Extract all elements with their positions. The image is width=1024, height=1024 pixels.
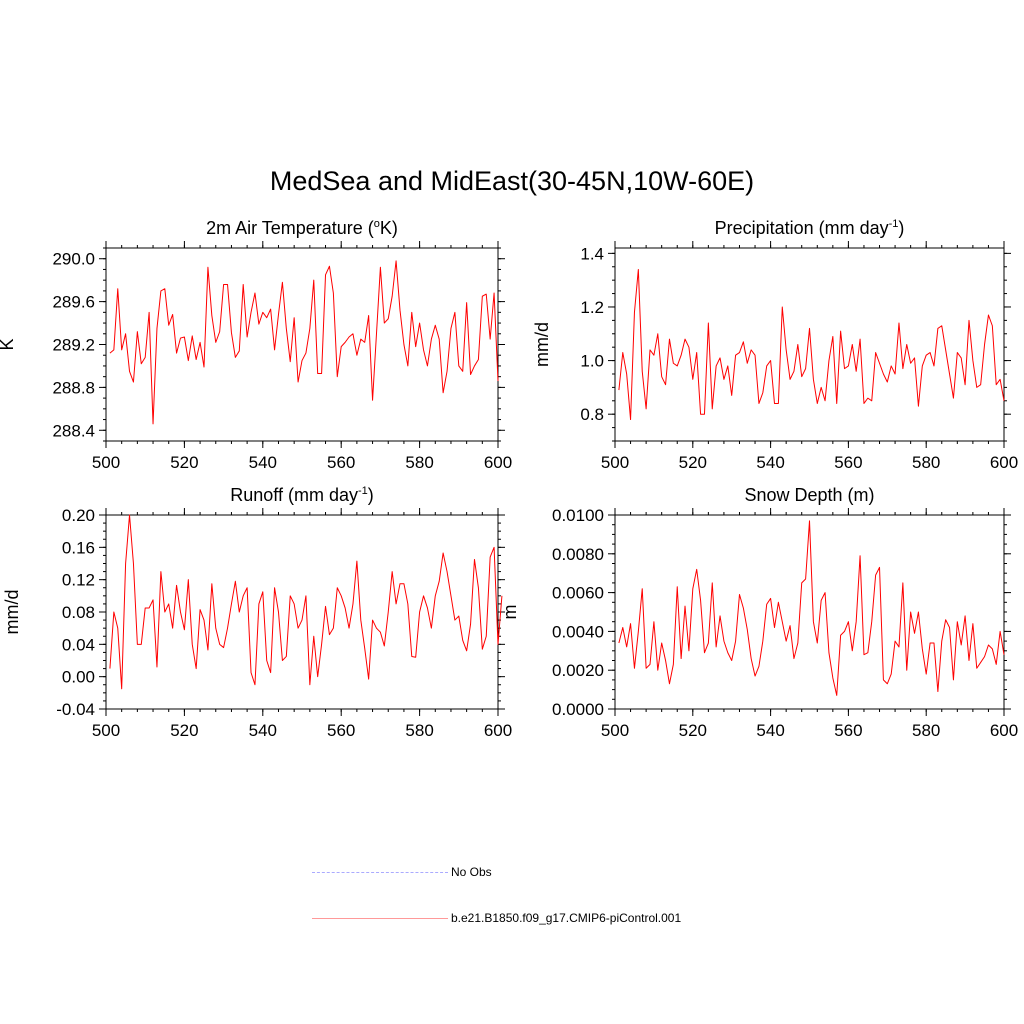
x-tick-label: 580	[405, 721, 433, 740]
panel-title: Snow Depth (m)	[744, 485, 874, 505]
x-tick-label: 520	[170, 453, 198, 472]
x-tick-label: 560	[327, 453, 355, 472]
x-tick-label: 520	[679, 453, 707, 472]
panel-title: Runoff (mm day-1)	[230, 485, 374, 505]
legend-entry-obs: No Obs	[312, 863, 732, 883]
y-axis-label: m	[500, 605, 520, 620]
panel-title: 2m Air Temperature (oK)	[206, 218, 398, 238]
y-tick-label: 1.0	[580, 352, 604, 371]
y-tick-label: 0.0060	[552, 584, 604, 603]
x-tick-label: 520	[679, 721, 707, 740]
x-tick-label: 500	[92, 453, 120, 472]
panel-runoff: 500 520 540 560 580 600 -0.04 0.00 0.04 0.08 0.12 0…	[2, 485, 512, 740]
x-tick-label: 540	[249, 721, 277, 740]
x-tick-label: 580	[912, 453, 940, 472]
y-axis-label: K	[0, 338, 17, 350]
y-tick-label: 0.0000	[552, 700, 604, 719]
y-tick-label: 290.0	[52, 250, 95, 269]
y-tick-label: 0.12	[62, 571, 95, 590]
x-tick-label: 560	[834, 721, 862, 740]
y-tick-label: 0.04	[62, 635, 95, 654]
y-tick-label: 0.0080	[552, 545, 604, 564]
x-tick-label: 500	[92, 721, 120, 740]
y-tick-label: 1.4	[580, 244, 604, 263]
y-axis-label: mm/d	[532, 322, 552, 367]
y-tick-label: 289.2	[52, 336, 95, 355]
y-tick-label: 0.08	[62, 603, 95, 622]
y-tick-label: 0.16	[62, 538, 95, 557]
y-tick-label: 0.20	[62, 506, 95, 525]
series-line-model	[618, 268, 1005, 421]
x-tick-label: 560	[327, 721, 355, 740]
legend-swatch-model	[312, 918, 448, 919]
y-axis-label: mm/d	[2, 590, 22, 635]
panel-precipitation: 500 520 540 560 580 600 0.8 1.0 1.2 1.4 Precipitat…	[532, 218, 1018, 472]
series-line-model	[109, 514, 503, 690]
legend-label-model: b.e21.B1850.f09_g17.CMIP6-piControl.001	[451, 911, 682, 925]
x-tick-label: 560	[834, 453, 862, 472]
legend-entry-model: b.e21.B1850.f09_g17.CMIP6-piControl.001	[312, 909, 732, 929]
panel-temperature: 500 520 540 560 580 600 288.4 288.8 289.2 289.6 29…	[0, 218, 512, 472]
x-tick-label: 600	[990, 453, 1018, 472]
x-tick-label: 540	[249, 453, 277, 472]
series-line-model	[109, 260, 499, 425]
y-tick-label: 0.0100	[552, 506, 604, 525]
y-tick-label: 0.0020	[552, 661, 604, 680]
panel-snow-depth: 500 520 540 560 580 600 0.0000 0.0020 0.0040 0.00…	[500, 485, 1018, 740]
figure-title: MedSea and MidEast(30-45N,10W-60E)	[269, 166, 755, 196]
x-tick-label: 500	[601, 721, 629, 740]
series-line-model	[618, 520, 1005, 696]
y-tick-label: 288.4	[52, 421, 95, 440]
y-tick-label: 288.8	[52, 378, 95, 397]
y-tick-label: 289.6	[52, 293, 95, 312]
x-tick-label: 600	[990, 721, 1018, 740]
x-tick-label: 520	[170, 721, 198, 740]
y-tick-label: 1.2	[580, 298, 604, 317]
y-tick-label: 0.0040	[552, 622, 604, 641]
y-tick-label: 0.00	[62, 668, 95, 687]
x-tick-label: 580	[912, 721, 940, 740]
x-tick-label: 540	[756, 453, 784, 472]
y-tick-label: -0.04	[56, 700, 95, 719]
legend-label-obs: No Obs	[451, 865, 492, 879]
y-tick-label: 0.8	[580, 405, 604, 424]
x-tick-label: 540	[756, 721, 784, 740]
x-tick-label: 600	[484, 453, 512, 472]
plot-frame	[614, 247, 1005, 442]
x-tick-label: 600	[484, 721, 512, 740]
plot-frame	[614, 514, 1005, 710]
x-tick-label: 580	[405, 453, 433, 472]
panel-title: Precipitation (mm day-1)	[715, 218, 905, 238]
legend-swatch-obs	[312, 872, 448, 873]
x-tick-label: 500	[601, 453, 629, 472]
